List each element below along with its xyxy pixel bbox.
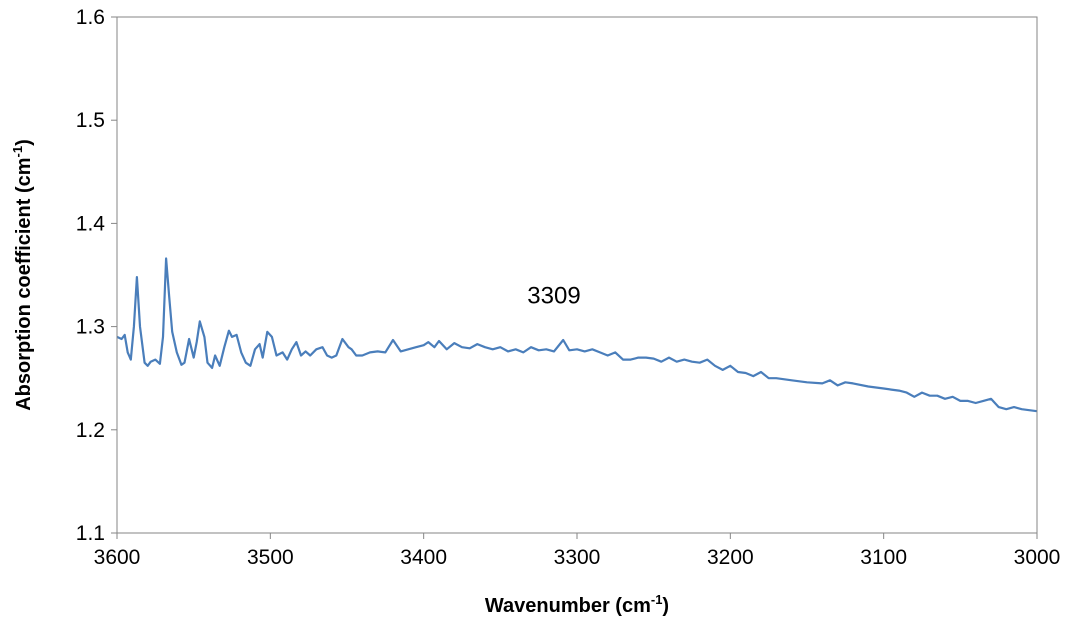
- x-tick-label: 3000: [1014, 546, 1061, 569]
- x-tick-label: 3400: [400, 546, 447, 569]
- y-axis-title-superscript: -1: [10, 146, 25, 158]
- y-axis-ticks: 1.1 1.2 1.3 1.4 1.5 1.6: [76, 6, 117, 545]
- x-tick-label: 3300: [554, 546, 601, 569]
- x-axis-title-superscript: -1: [651, 592, 663, 607]
- x-tick-label: 3100: [860, 546, 907, 569]
- peak-annotation-label: 3309: [527, 283, 580, 310]
- x-tick-label: 3600: [94, 546, 141, 569]
- y-tick-label: 1.3: [76, 316, 105, 339]
- y-tick-label: 1.6: [76, 6, 105, 29]
- x-axis-title: Wavenumber (cm-1): [485, 592, 669, 617]
- y-tick-label: 1.4: [76, 212, 106, 235]
- x-tick-label: 3200: [707, 546, 754, 569]
- y-tick-label: 1.2: [76, 419, 105, 442]
- series-line: [116, 257, 1038, 413]
- chart-annotations: 3309: [527, 283, 580, 310]
- x-axis-ticks: 3600 3500 3400 3300 3200 3100 3000: [94, 533, 1061, 569]
- plot-area-border: [116, 16, 1038, 534]
- y-axis-title: Absorption coefficient (cm-1): [10, 139, 35, 411]
- y-axis-title-main: Absorption coefficient (cm: [13, 157, 35, 410]
- x-axis-title-tail: ): [662, 595, 669, 617]
- x-axis-title-main: Wavenumber (cm: [485, 595, 651, 617]
- y-tick-label: 1.1: [76, 522, 105, 545]
- y-tick-label: 1.5: [76, 109, 105, 132]
- x-tick-label: 3500: [247, 546, 294, 569]
- y-axis-title-tail: ): [13, 139, 35, 146]
